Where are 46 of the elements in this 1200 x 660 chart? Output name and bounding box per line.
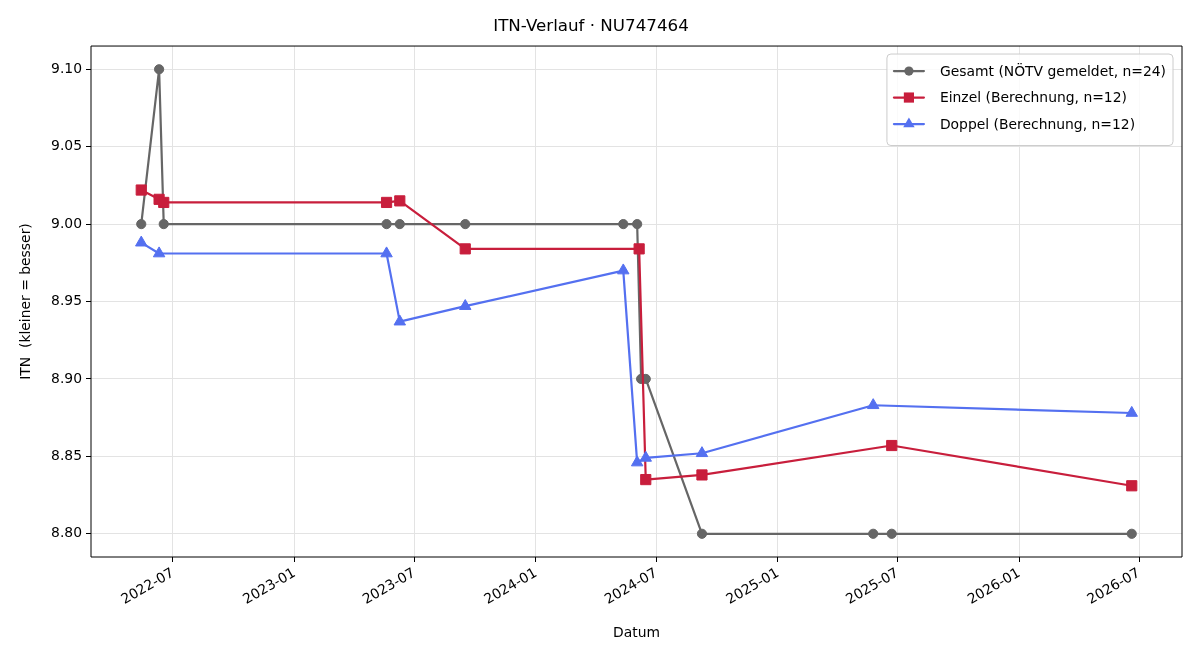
point	[459, 243, 471, 255]
legend-label: Gesamt (NÖTV gemeldet, n=24)	[939, 61, 1166, 79]
y-tick-label: 8.90	[51, 369, 82, 386]
y-tick-label: 9.10	[51, 59, 82, 76]
y-tick-label: 8.85	[51, 446, 82, 463]
point	[135, 184, 147, 196]
y-tick-label: 9.05	[51, 137, 82, 154]
point	[381, 219, 392, 230]
point	[867, 398, 880, 410]
point	[1126, 528, 1137, 539]
y-axis-title: ITN (kleiner = besser)	[16, 223, 33, 380]
point	[886, 528, 897, 539]
x-axis-title: Datum	[613, 624, 660, 641]
point	[460, 219, 471, 230]
point	[696, 528, 708, 539]
point	[380, 196, 393, 209]
point	[394, 219, 405, 230]
point	[158, 219, 169, 230]
y-tick-label: 9.00	[51, 214, 82, 231]
point	[695, 446, 709, 458]
chart-title: ITN-Verlauf · NU747464	[493, 15, 689, 36]
point	[158, 196, 170, 209]
point	[459, 299, 472, 310]
point	[632, 219, 643, 230]
legend-label: Einzel (Berechnung, n=12)	[939, 89, 1127, 106]
point	[393, 314, 406, 326]
y-tick-label: 8.95	[51, 292, 82, 309]
point	[630, 455, 644, 467]
point	[633, 243, 645, 255]
point	[618, 219, 629, 230]
point	[1126, 480, 1138, 492]
point	[639, 450, 652, 462]
point	[868, 528, 879, 539]
y-tick-label: 8.80	[51, 524, 82, 541]
point	[135, 235, 148, 247]
point	[1125, 405, 1138, 417]
point	[136, 219, 147, 230]
point	[380, 246, 393, 258]
point	[696, 469, 708, 481]
point	[617, 263, 630, 275]
point	[886, 439, 898, 452]
point	[154, 64, 165, 75]
point	[152, 246, 166, 258]
point	[394, 195, 406, 207]
legend-label: Doppel (Berechnung, n=12)	[939, 115, 1136, 132]
point	[640, 473, 652, 486]
